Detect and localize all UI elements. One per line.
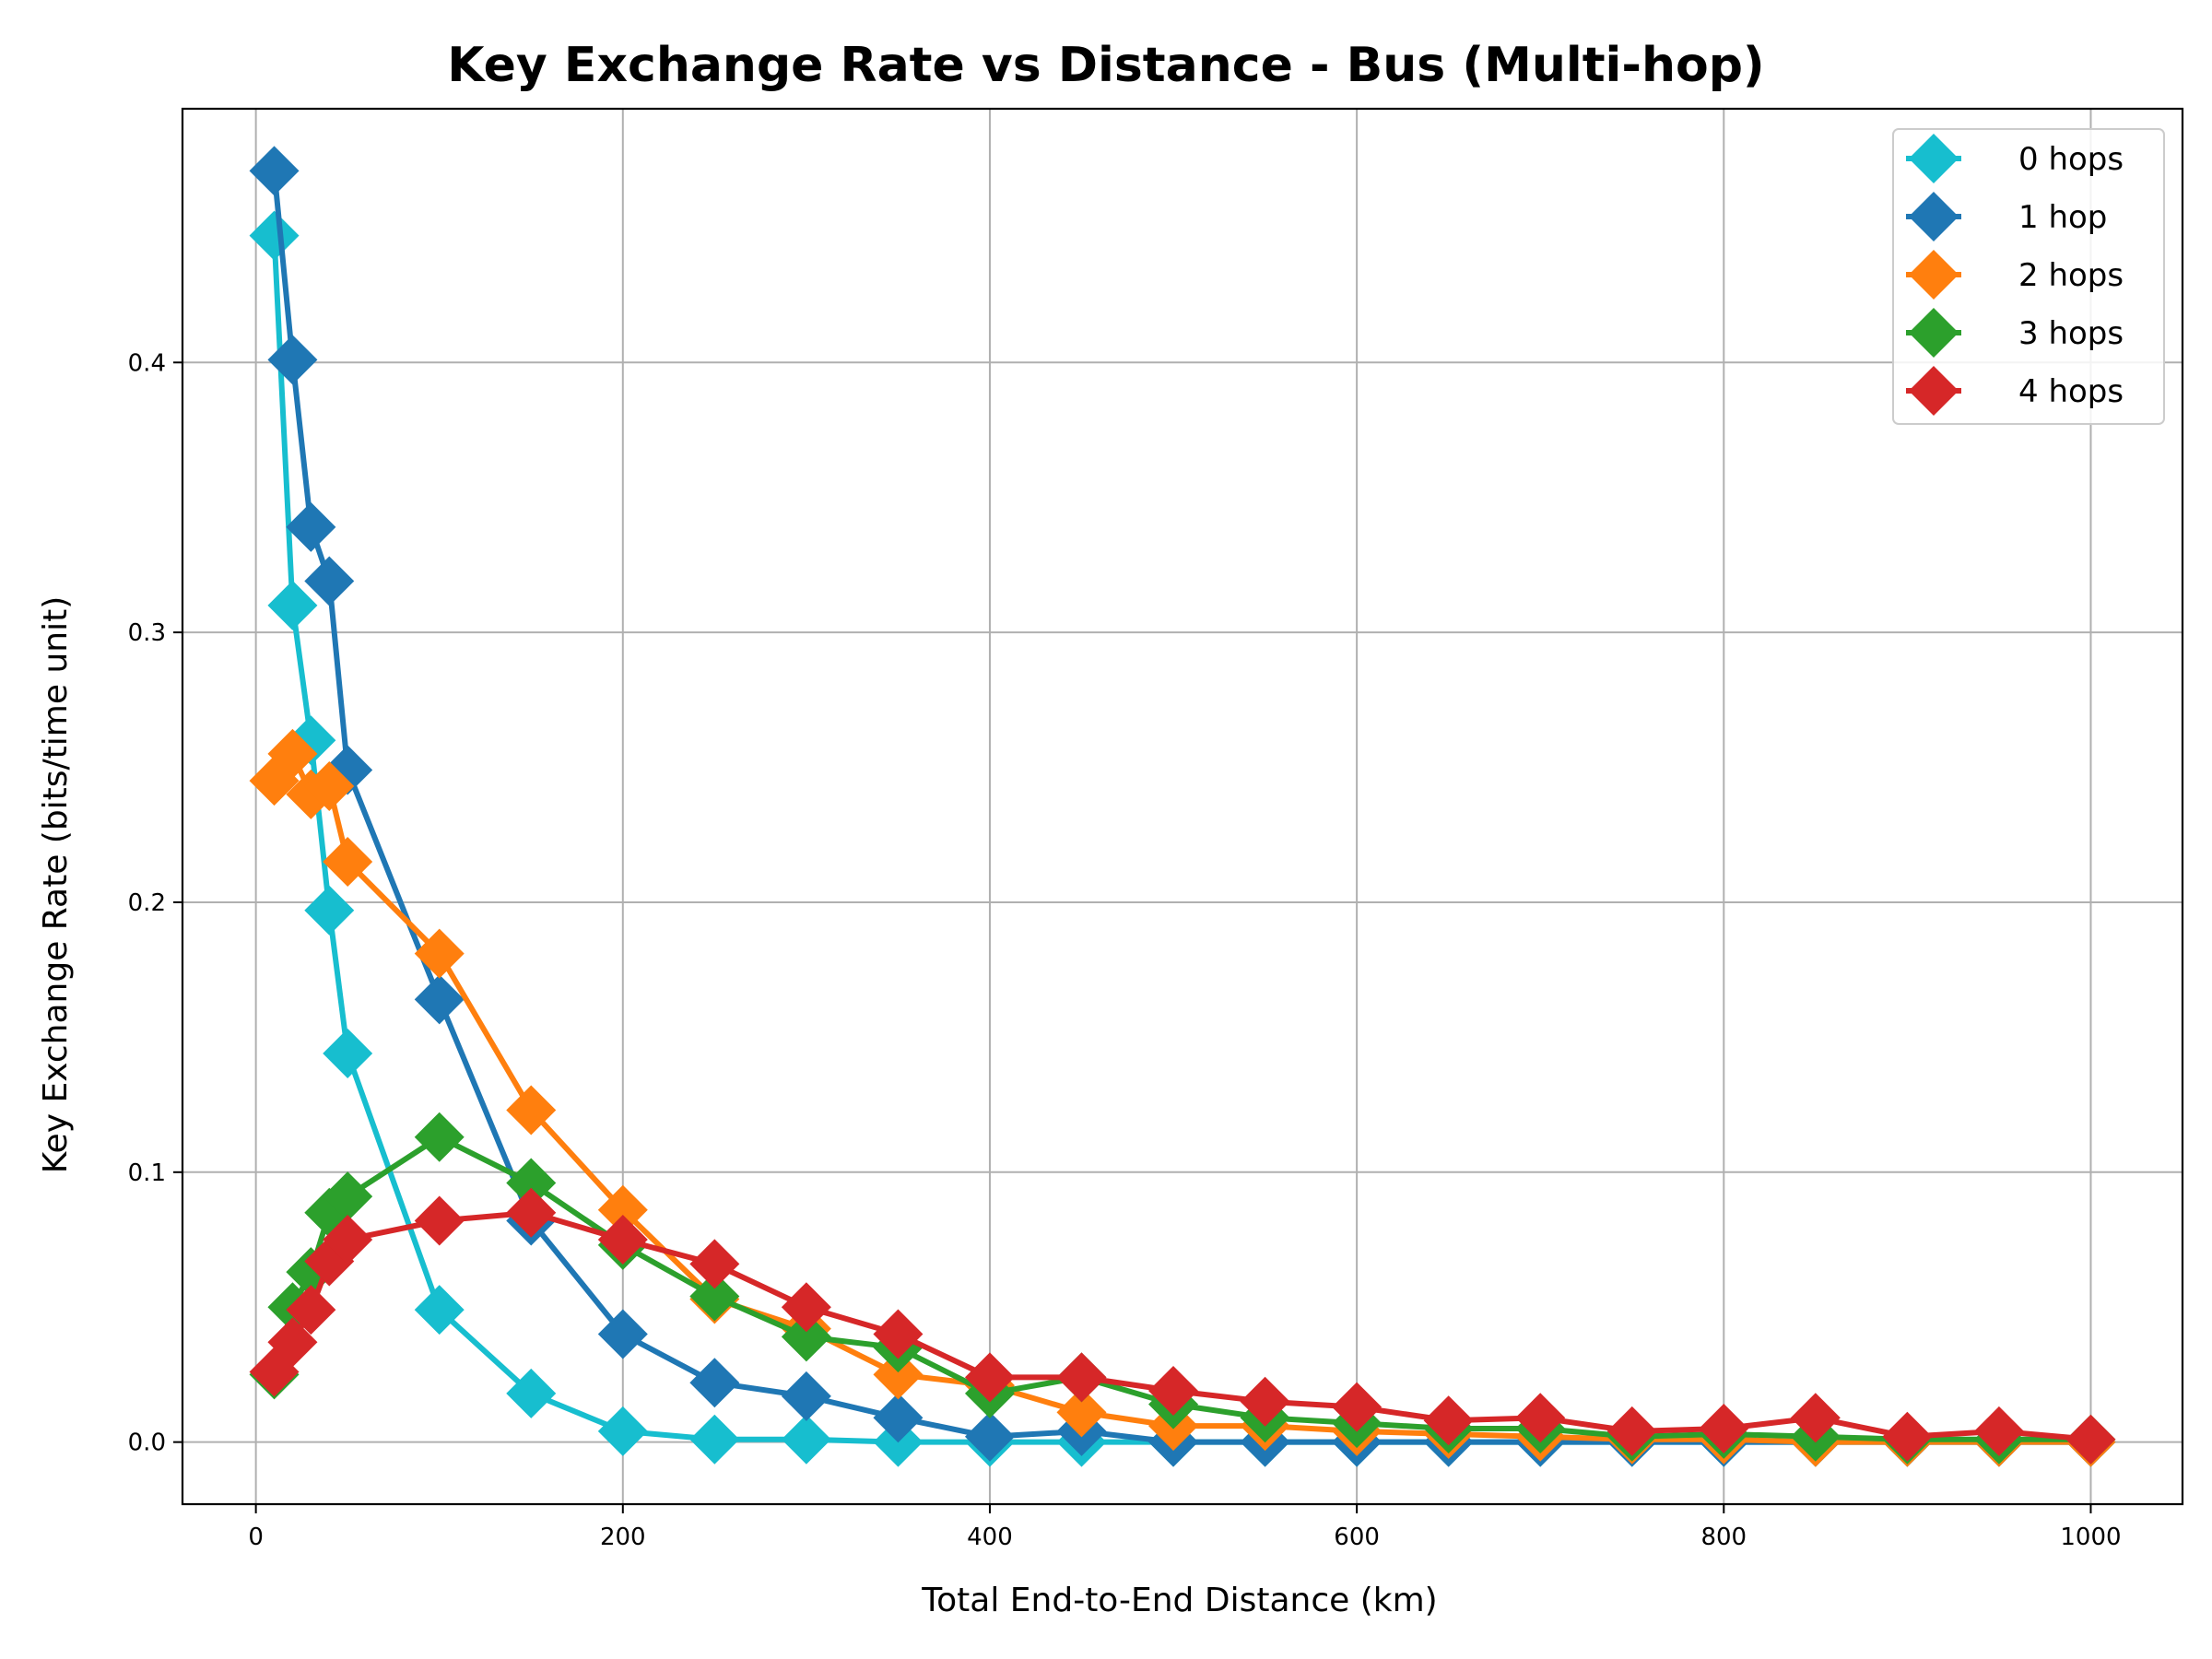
data-point [323,1028,373,1078]
data-point [781,1371,831,1421]
data-point [873,1393,924,1443]
data-point [506,1158,557,1208]
plot-frame [181,107,2184,1506]
data-point [1332,1382,1382,1432]
data-point [873,1309,924,1359]
legend-entry: 0 hops [1906,134,2124,183]
data-point [304,556,355,606]
data-point [1148,1366,1199,1417]
data-point [781,1312,831,1362]
data-point [1056,1352,1107,1403]
plot-series [249,146,2116,1467]
data-point [323,1171,373,1222]
y-tick-label: 0.2 [128,889,166,917]
data-point [1790,1393,1841,1443]
legend-marker [1909,366,1959,416]
data-point [506,1085,557,1135]
data-point [267,728,318,779]
data-point [781,1282,831,1333]
legend-entry: 2 hops [1906,250,2124,300]
x-axis-label: Total End-to-End Distance (km) [921,1582,1437,1619]
data-point [249,210,300,261]
data-point [323,1215,373,1265]
legend-label: 4 hops [2018,373,2124,410]
data-point [1515,1393,1566,1443]
legend-label: 3 hops [2018,315,2124,352]
data-point [414,1112,465,1162]
data-point [506,1368,557,1418]
data-point [597,1406,648,1456]
x-tick-label: 0 [248,1524,264,1551]
data-point [414,974,465,1025]
data-point [414,1195,465,1246]
data-point [249,146,300,196]
y-tick-label: 0.1 [128,1159,166,1187]
data-point [597,1309,648,1359]
legend-marker [1909,134,1959,183]
chart-title: Key Exchange Rate vs Distance - Bus (Mul… [447,38,1764,93]
legend: 0 hops 1 hop 2 hops 3 hops 4 hops [1892,128,2165,425]
data-point [304,761,355,812]
y-tick-label: 0.4 [128,349,166,377]
data-point [414,928,465,979]
data-point [1973,1406,2024,1456]
data-point [689,1358,740,1408]
axis-ticks: 0 200 400 600 800 1000 0.0 0.1 0.2 0.3 0.4 [128,349,2122,1551]
data-point [1240,1376,1290,1427]
y-tick-label: 0.0 [128,1430,166,1457]
data-point [323,837,373,888]
data-point [286,501,336,552]
data-point [781,1414,831,1465]
data-point [1423,1395,1474,1446]
data-point [689,1239,740,1289]
data-point [964,1352,1015,1403]
legend-marker [1909,250,1959,300]
data-point [414,1285,465,1335]
data-point [873,1349,924,1400]
legend-label: 2 hops [2018,257,2124,294]
y-axis-label: Key Exchange Rate (bits/time unit) [37,596,75,1174]
data-point [597,1215,648,1265]
data-point [286,1285,336,1335]
series-4-hops [249,1187,2116,1465]
legend-entry: 3 hops [1906,308,2124,358]
data-point [267,580,318,630]
data-point [689,1271,740,1322]
data-point [1699,1404,1749,1454]
data-point [1606,1406,1657,1456]
legend-entry: 4 hops [1906,366,2124,416]
data-point [689,1414,740,1465]
x-tick-label: 800 [1700,1524,1747,1551]
data-point [506,1187,557,1238]
x-tick-label: 1000 [2060,1524,2121,1551]
x-tick-label: 400 [967,1524,1013,1551]
data-point [267,335,318,385]
data-point [1882,1411,1933,1462]
data-point [304,885,355,935]
legend-box [1892,128,2165,425]
legend-entry: 1 hop [1906,192,2107,241]
data-point [2065,1414,2116,1465]
data-point [267,1317,318,1368]
data-point [597,1184,648,1235]
x-tick-label: 200 [600,1524,646,1551]
legend-marker [1909,192,1959,241]
legend-label: 0 hops [2018,141,2124,178]
data-point [964,1411,1015,1462]
data-point [1056,1387,1107,1438]
y-tick-label: 0.3 [128,619,166,647]
legend-marker [1909,308,1959,358]
legend-label: 1 hop [2018,199,2107,236]
x-tick-label: 600 [1334,1524,1380,1551]
